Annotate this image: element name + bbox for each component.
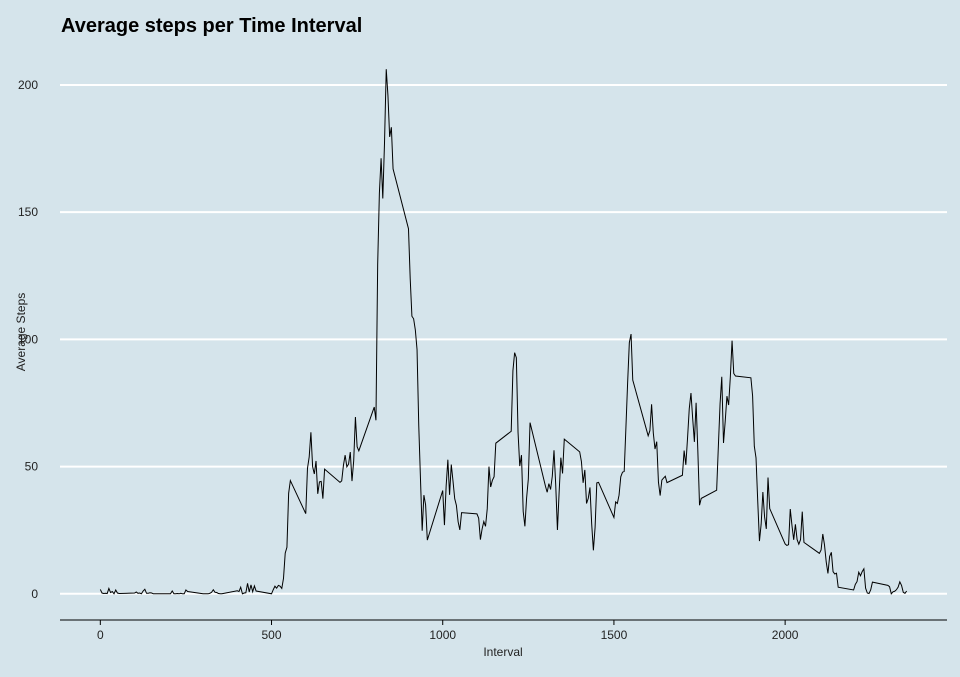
y-axis-label: Average Steps bbox=[14, 293, 28, 372]
x-tick-label: 500 bbox=[262, 628, 282, 642]
y-tick-label: 50 bbox=[25, 460, 39, 474]
x-tick-label: 2000 bbox=[772, 628, 799, 642]
x-tick-label: 1000 bbox=[429, 628, 456, 642]
x-axis-label: Interval bbox=[483, 645, 522, 659]
x-tick-label: 0 bbox=[97, 628, 104, 642]
y-tick-label: 0 bbox=[31, 587, 38, 601]
y-tick-label: 100 bbox=[18, 332, 38, 346]
data-line bbox=[99, 69, 908, 595]
y-tick-label: 200 bbox=[18, 78, 38, 92]
chart-title: Average steps per Time Interval bbox=[61, 15, 362, 37]
x-tick-label: 1500 bbox=[601, 628, 628, 642]
y-tick-label: 150 bbox=[18, 205, 38, 219]
